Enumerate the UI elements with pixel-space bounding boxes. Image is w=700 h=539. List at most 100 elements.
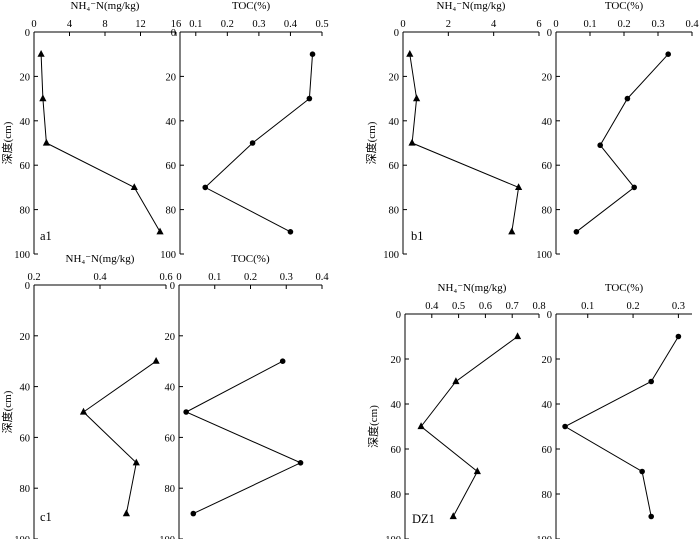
series-line (564, 336, 679, 517)
circle-marker (597, 142, 603, 149)
x-tick-label: 0.3 (672, 301, 685, 312)
circle-marker (190, 510, 197, 517)
series-line (185, 360, 302, 515)
y-axis-label: 深度(cm) (366, 405, 380, 448)
y-tick-label: 40 (166, 117, 177, 128)
x-tick-label: 0.7 (506, 301, 519, 312)
triangle-marker (449, 512, 457, 520)
y-tick-label: 100 (536, 250, 552, 261)
circle-marker (287, 229, 294, 235)
series-line (420, 336, 518, 517)
y-tick-label: 0 (396, 310, 401, 321)
nh4n-subplot: 0 4 8 12 16 NH₄⁻N(mg/kg) 0 20 40 60 80 100 (14, 0, 181, 261)
x-tick-label: 0.3 (651, 19, 664, 30)
triangle-marker (406, 50, 414, 57)
y-tick-label: 80 (166, 206, 177, 217)
circle-marker (183, 409, 189, 415)
toc-subplot: 0.1 0.2 0.3 0.4 0.5 TOC(%) 0 20 40 60 80 100 (160, 0, 328, 261)
x-axis-title: NH₄⁻N(mg/kg) (66, 253, 135, 265)
y-tick-label: 80 (165, 484, 176, 495)
panel-label: b1 (411, 229, 424, 243)
x-axis-title: TOC(%) (231, 253, 270, 265)
panel-DZ1: 深度(cm) 0.4 0.5 0.6 0.7 0.8 NH₄⁻N(mg/kg) 0 20 40 60… (366, 282, 692, 539)
x-tick-label: 0.4 (93, 272, 107, 283)
triangle-marker (79, 407, 88, 415)
x-axis-title: TOC(%) (605, 0, 644, 12)
triangle-marker (515, 183, 523, 190)
y-tick-label: 0 (171, 28, 176, 39)
x-tick-label: 0.4 (284, 19, 298, 30)
toc-subplot: 0 0.1 0.2 0.3 0.4 TOC(%) 0 20 40 60 80 100 (536, 0, 699, 261)
x-tick-label: 0 (31, 19, 36, 30)
x-tick-label: 2 (446, 19, 451, 30)
triangle-marker (408, 138, 416, 146)
y-tick-label: 0 (170, 281, 175, 292)
triangle-marker (122, 509, 130, 517)
x-tick-label: 4 (491, 19, 497, 30)
x-tick-label: 0.2 (221, 19, 234, 30)
panel-a1: 深度(cm)0 4 8 12 16NH₄⁻N(mg/kg)0204060801000.1… (0, 0, 329, 261)
panel-c1: 深度(cm)0.20.40.6NH₄⁻N(mg/kg)0204060801000… (0, 253, 329, 539)
triangle-marker (37, 50, 45, 57)
y-tick-label: 100 (14, 250, 30, 261)
y-tick-label: 20 (542, 72, 553, 83)
x-tick-label: 0.6 (479, 301, 492, 312)
circle-marker (306, 95, 313, 102)
y-tick-label: 100 (385, 535, 401, 539)
y-tick-label: 0 (547, 28, 552, 39)
y-tick-label: 20 (20, 332, 31, 343)
x-tick-label: 0.2 (617, 19, 630, 30)
y-tick-label: 80 (20, 484, 31, 495)
triangle-marker (39, 94, 47, 102)
circle-marker (639, 468, 645, 475)
circle-marker (249, 140, 256, 146)
x-axis-title: NH₄⁻N(mg/kg) (437, 0, 506, 12)
y-tick-label: 0 (547, 310, 552, 321)
y-tick-label: 40 (165, 383, 176, 394)
x-tick-label: 0.8 (532, 301, 545, 312)
y-tick-label: 60 (20, 161, 31, 172)
y-tick-label: 60 (542, 161, 553, 172)
nh4n-subplot: 0.4 0.5 0.6 0.7 0.8 NH₄⁻N(mg/kg) 0 20 40 60 80 100 (385, 282, 546, 539)
y-tick-label: 20 (165, 332, 176, 343)
y-axis-label: 深度(cm) (364, 121, 378, 164)
y-tick-label: 20 (20, 72, 31, 83)
x-tick-label: 0.4 (685, 19, 699, 30)
nh4n-subplot: 0.2 0.4 0.6 NH₄⁻N(mg/kg) 0 20 40 60 80 100 (14, 253, 173, 539)
y-tick-label: 20 (542, 355, 553, 366)
x-tick-label: 0.6 (159, 272, 172, 283)
panel-b1: 深度(cm) 0 2 4 6 NH₄⁻N(mg/kg) 0 20 40 60 80 100 0 0.1 0.… (364, 0, 699, 261)
series-line (82, 360, 157, 514)
x-tick-label: 0.2 (244, 272, 257, 283)
triangle-marker (156, 227, 164, 235)
triangle-marker (473, 467, 481, 475)
circle-marker (297, 460, 304, 466)
triangle-marker (413, 94, 421, 102)
circle-marker (648, 378, 654, 385)
x-tick-label: 0 (176, 272, 181, 283)
x-tick-label: 6 (536, 19, 541, 30)
circle-marker (648, 513, 654, 520)
x-tick-label: 12 (135, 19, 146, 30)
x-axis-title: NH₄⁻N(mg/kg) (438, 282, 507, 294)
circle-marker (631, 184, 637, 191)
x-tick-label: 0.1 (583, 19, 596, 30)
y-tick-label: 20 (391, 355, 402, 366)
triangle-marker (132, 458, 140, 466)
x-tick-label: 0.5 (452, 301, 465, 312)
x-axis-title: NH₄⁻N(mg/kg) (71, 0, 140, 12)
triangle-marker (417, 422, 425, 430)
y-tick-label: 0 (394, 28, 399, 39)
panel-label: a1 (40, 229, 52, 243)
toc-subplot: 0 0.1 0.2 0.3 0.4 TOC(%) 0 20 40 60 80 100 (159, 253, 329, 539)
x-axis-title: TOC(%) (605, 282, 644, 294)
y-tick-label: 60 (391, 445, 402, 456)
x-tick-label: 8 (102, 19, 107, 30)
circle-marker (279, 358, 286, 365)
y-tick-label: 40 (391, 400, 402, 411)
panel-label: DZ1 (412, 512, 435, 526)
circle-marker (202, 184, 209, 191)
circle-marker (573, 229, 580, 235)
y-tick-label: 60 (165, 433, 176, 444)
